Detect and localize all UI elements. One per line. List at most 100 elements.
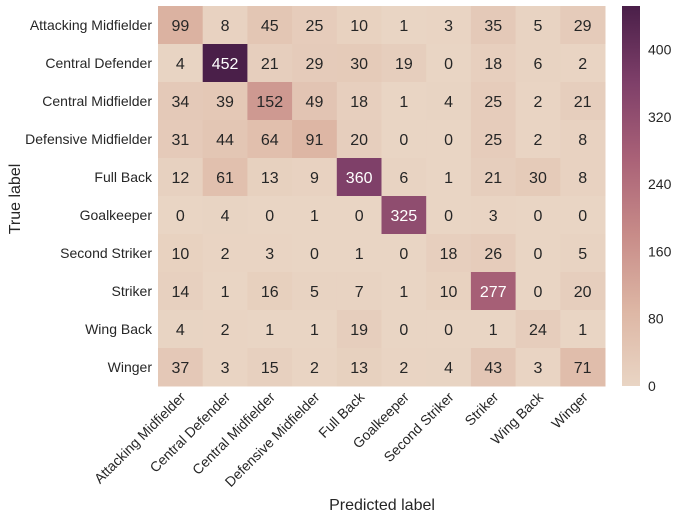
cell-value-label: 2 xyxy=(221,322,230,339)
heatmap-cell xyxy=(292,272,338,311)
heatmap-cell xyxy=(247,310,293,349)
cell-value-label: 0 xyxy=(533,284,542,301)
cell-value-label: 3 xyxy=(221,360,230,377)
colorbar-tick-label: 80 xyxy=(648,311,664,327)
heatmap-cell xyxy=(202,196,248,235)
y-tick-label: Striker xyxy=(112,283,153,299)
heatmap-cell xyxy=(470,310,517,349)
heatmap-cell xyxy=(470,158,517,197)
cell-value-label: 6 xyxy=(533,56,542,73)
heatmap-cell xyxy=(426,272,472,311)
cell-value-label: 1 xyxy=(355,246,364,263)
cell-value-label: 0 xyxy=(399,322,408,339)
colorbar-tick-label: 160 xyxy=(648,243,672,259)
heatmap-cell xyxy=(336,348,382,387)
heatmap-cell xyxy=(336,6,382,45)
cell-value-label: 0 xyxy=(578,208,587,225)
heatmap-cell xyxy=(560,272,606,311)
heatmap-cell xyxy=(470,44,517,83)
heatmap-cell xyxy=(515,272,561,311)
heatmap-cell xyxy=(515,82,561,121)
cell-value-label: 4 xyxy=(444,360,453,377)
heatmap-cell xyxy=(470,272,517,311)
heatmap-cell xyxy=(202,44,248,83)
heatmap-cell xyxy=(515,120,561,159)
cell-value-label: 10 xyxy=(350,18,368,35)
heatmap-cell xyxy=(560,234,606,273)
y-tick-label: Wing Back xyxy=(85,321,153,337)
colorbar-ticks: 0 80 160 240 320 400 xyxy=(648,42,672,394)
heatmap-cell xyxy=(426,234,472,273)
cell-value-label: 0 xyxy=(265,208,274,225)
heatmap-cell xyxy=(292,348,338,387)
cell-value-label: 18 xyxy=(484,56,502,73)
heatmap-cell xyxy=(381,196,427,235)
cell-value-label: 360 xyxy=(346,170,373,187)
heatmap-cell xyxy=(158,272,204,311)
heatmap-cell xyxy=(247,272,293,311)
heatmap-cell xyxy=(158,234,204,273)
heatmap-cell xyxy=(336,158,382,197)
cell-value-label: 1 xyxy=(444,170,453,187)
cell-value-label: 21 xyxy=(484,170,502,187)
cell-value-label: 91 xyxy=(306,132,324,149)
heatmap-cell xyxy=(158,120,204,159)
cell-value-label: 19 xyxy=(395,56,413,73)
y-tick-label: Winger xyxy=(108,359,153,375)
heatmap-cell xyxy=(560,158,606,197)
cell-value-label: 1 xyxy=(489,322,498,339)
y-tick-label: Central Defender xyxy=(45,55,152,71)
heatmap-cell xyxy=(426,158,472,197)
heatmap-cell xyxy=(560,348,606,387)
heatmap-cell xyxy=(336,82,382,121)
cell-value-label: 13 xyxy=(261,170,279,187)
heatmap-cell xyxy=(158,196,204,235)
heatmap-cell xyxy=(158,82,204,121)
heatmap-cell xyxy=(381,82,427,121)
colorbar xyxy=(622,6,640,386)
heatmap-cell xyxy=(515,158,561,197)
cell-value-label: 6 xyxy=(399,170,408,187)
heatmap-cell xyxy=(247,158,293,197)
heatmap-cell xyxy=(292,310,338,349)
cell-value-label: 0 xyxy=(444,322,453,339)
cell-value-label: 25 xyxy=(484,94,502,111)
cell-value-label: 29 xyxy=(306,56,324,73)
cell-value-label: 0 xyxy=(176,208,185,225)
cell-value-label: 2 xyxy=(533,94,542,111)
x-tick-label: Central Defender xyxy=(146,389,233,476)
cell-value-label: 99 xyxy=(171,18,189,35)
heatmap-cell xyxy=(158,44,204,83)
heatmap-cell xyxy=(426,310,472,349)
y-tick-label: Goalkeeper xyxy=(80,207,153,223)
heatmap-cell xyxy=(381,158,427,197)
cell-value-label: 13 xyxy=(350,360,368,377)
y-tick-label: Full Back xyxy=(94,169,153,185)
cell-value-label: 34 xyxy=(171,94,189,111)
heatmap-cell xyxy=(202,6,248,45)
cell-value-label: 3 xyxy=(533,360,542,377)
heatmap-cells: 99 8 45 25 10 1 3 35 5 294 452 21 29 30 19 0 18 6 234 39 152… xyxy=(158,6,606,387)
cell-value-label: 5 xyxy=(578,246,587,263)
y-tick-labels: Attacking Midfielder Central Defender Cent… xyxy=(25,17,153,375)
cell-value-label: 24 xyxy=(529,322,547,339)
cell-value-label: 2 xyxy=(399,360,408,377)
heatmap-cell xyxy=(426,82,472,121)
heatmap-cell xyxy=(292,82,338,121)
cell-value-label: 45 xyxy=(261,18,279,35)
cell-value-label: 0 xyxy=(444,132,453,149)
heatmap-cell xyxy=(158,158,204,197)
cell-value-label: 31 xyxy=(171,132,189,149)
heatmap-cell xyxy=(560,120,606,159)
cell-value-label: 14 xyxy=(171,284,189,301)
heatmap-cell xyxy=(560,44,606,83)
cell-value-label: 39 xyxy=(216,94,234,111)
y-tick-label: Defensive Midfielder xyxy=(25,131,152,147)
heatmap-cell xyxy=(470,120,517,159)
heatmap-cell xyxy=(292,120,338,159)
heatmap-cell xyxy=(470,234,517,273)
heatmap-cell xyxy=(560,196,606,235)
heatmap-cell xyxy=(470,196,517,235)
